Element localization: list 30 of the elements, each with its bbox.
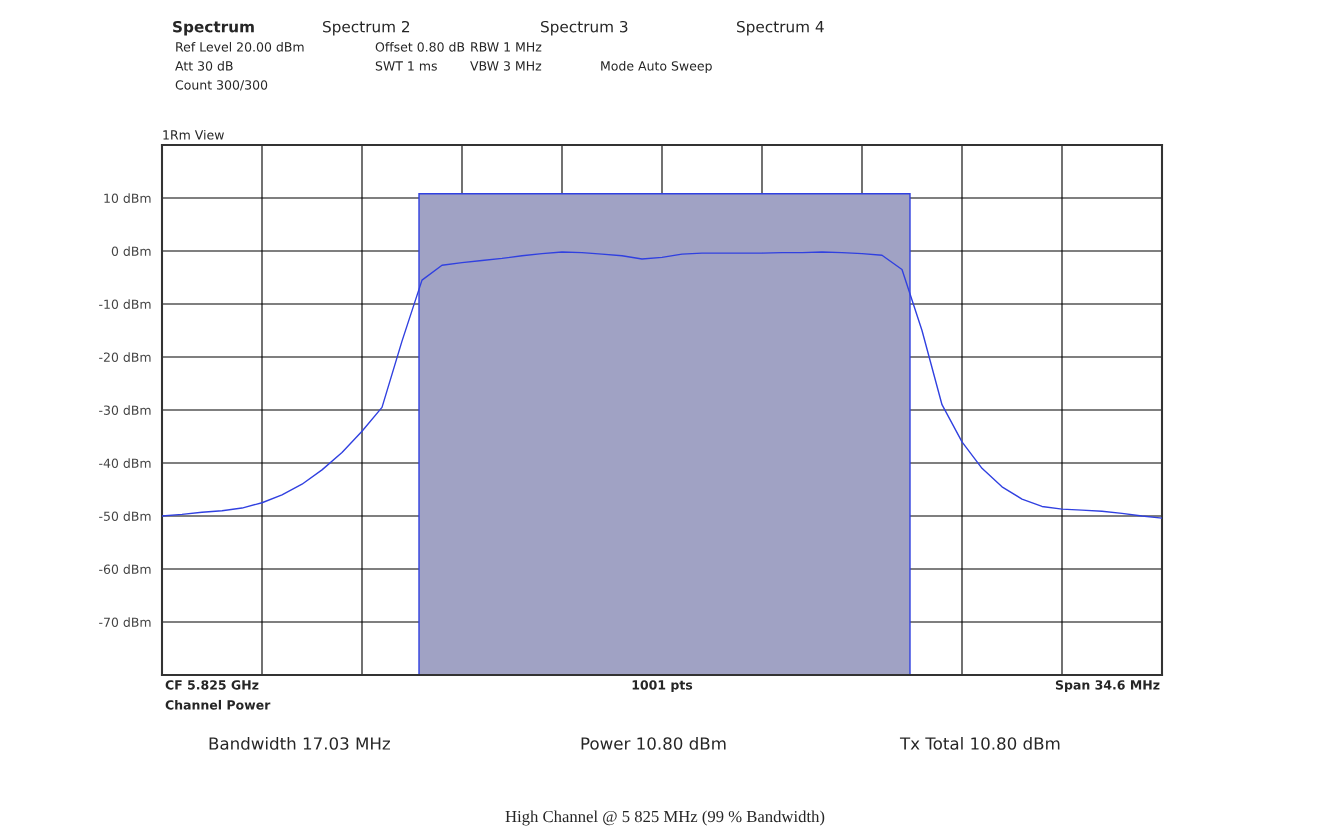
text: SWT 1 ms [375, 61, 437, 71]
text: Ref Level 20.00 dBm [176, 41, 304, 52]
text: Span 34.6 MHz [1055, 680, 1160, 693]
text: Offset 0.80 dB [375, 41, 465, 52]
y-tick-label: -10 dBm [99, 299, 151, 309]
y-tick-label: -40 dBm [99, 458, 151, 468]
y-tick-label: 10 dBm [104, 193, 151, 203]
text: Spectrum 4 [737, 20, 824, 36]
text: Spectrum 3 [541, 20, 628, 36]
text: Spectrum [173, 20, 254, 36]
text: Channel Power [165, 699, 271, 710]
y-tick-label: -30 dBm [99, 405, 151, 415]
y-tick-label: -50 dBm [99, 511, 151, 521]
text: Mode Auto Sweep [601, 60, 712, 74]
y-tick-label: 0 dBm [111, 246, 151, 256]
text: VBW 3 MHz [470, 61, 542, 71]
text: Tx Total 10.80 dBm [899, 736, 1060, 750]
text: 1001 pts [632, 680, 693, 693]
text: High Channel @ 5 825 MHz (99 % Bandwidth) [505, 810, 825, 826]
text: RBW 1 MHz [471, 42, 542, 52]
y-tick-label: -20 dBm [99, 352, 151, 362]
text: Count 300/300 [175, 80, 268, 91]
text: Spectrum 2 [323, 20, 410, 36]
y-tick-label: -70 dBm [99, 617, 151, 627]
y-tick-label: -60 dBm [99, 564, 151, 574]
text: Bandwidth 17.03 MHz [209, 736, 390, 750]
text: Power 10.80 dBm [581, 736, 726, 750]
text: Att 30 dB [175, 60, 233, 71]
text: CF 5.825 GHz [165, 680, 259, 690]
chart-title: 1Rm View [163, 129, 224, 140]
